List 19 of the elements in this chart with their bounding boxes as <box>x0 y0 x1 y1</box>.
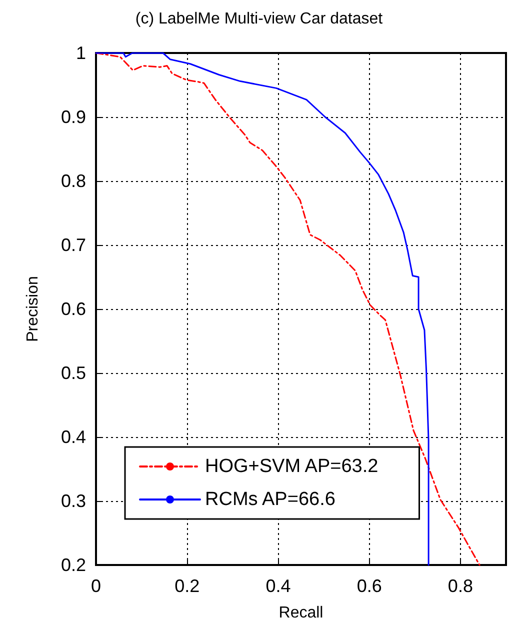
x-tick-label: 0.4 <box>266 576 291 596</box>
legend-label: RCMs AP=66.6 <box>205 489 336 510</box>
y-tick-label: 1 <box>76 43 86 63</box>
legend-label: HOG+SVM AP=63.2 <box>205 456 378 477</box>
y-axis-title: Precision <box>24 276 42 342</box>
y-tick-label: 0.7 <box>60 235 86 255</box>
y-tick-label: 0.8 <box>60 171 86 191</box>
x-tick-label: 0.8 <box>448 576 473 596</box>
x-tick-label: 0 <box>90 576 102 596</box>
y-tick-label: 0.3 <box>60 491 86 511</box>
x-tick-label: 0.6 <box>356 576 382 596</box>
y-tick-label: 0.2 <box>60 555 86 575</box>
y-tick-label: 0.6 <box>60 299 86 319</box>
x-tick-label: 0.2 <box>174 576 200 596</box>
y-tick-label: 0.5 <box>60 363 86 383</box>
y-tick-label: 0.9 <box>60 107 86 127</box>
x-axis-title: Recall <box>278 604 324 622</box>
chart-title: (c) LabelMe Multi-view Car dataset <box>135 10 384 28</box>
y-tick-label: 0.4 <box>60 427 86 447</box>
